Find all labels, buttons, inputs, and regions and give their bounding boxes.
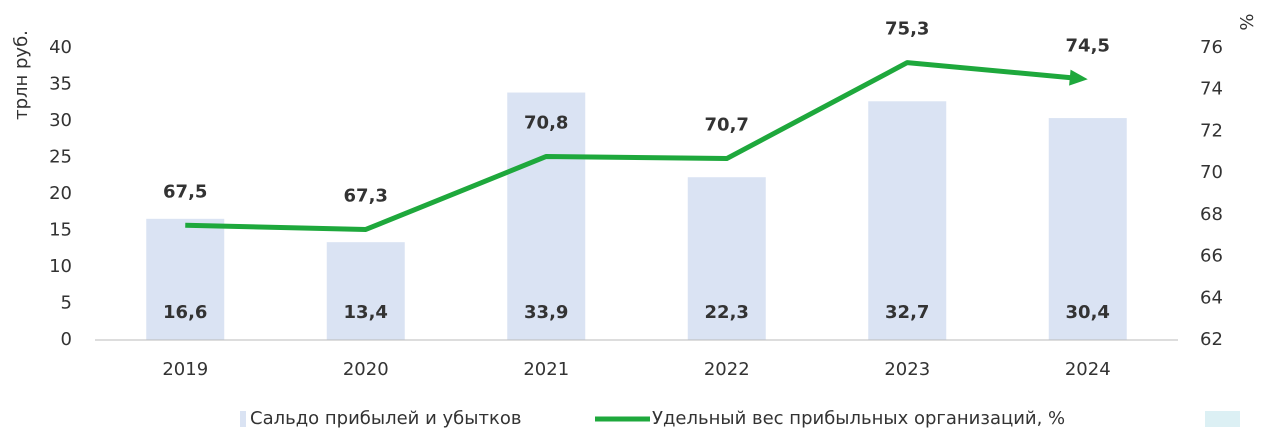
y-tick-label: 5 bbox=[61, 293, 72, 314]
line bbox=[185, 60, 1076, 232]
y-tick-label: 40 bbox=[49, 37, 72, 58]
bar bbox=[868, 101, 947, 340]
bar bbox=[507, 92, 586, 340]
bar bbox=[326, 242, 405, 340]
y2-tick-label: 76 bbox=[1200, 37, 1223, 58]
line-value-label: 75,3 bbox=[885, 19, 929, 40]
y2-tick-label: 62 bbox=[1200, 329, 1223, 350]
y2-tick-label: 74 bbox=[1200, 79, 1223, 100]
legend-label: Сальдо прибылей и убытков bbox=[250, 408, 521, 429]
line-value-label: 70,8 bbox=[524, 112, 568, 133]
bar-value-label: 13,4 bbox=[344, 302, 388, 323]
legend-decoration bbox=[1205, 411, 1240, 427]
bar bbox=[687, 177, 766, 340]
x-tick-label: 2019 bbox=[162, 359, 208, 380]
y2-axis-label: % bbox=[1237, 13, 1258, 30]
x-tick-label: 2022 bbox=[704, 359, 750, 380]
bar-value-label: 30,4 bbox=[1066, 302, 1110, 323]
y-tick-label: 30 bbox=[49, 110, 72, 131]
x-tick-label: 2021 bbox=[523, 359, 569, 380]
y2-tick-label: 70 bbox=[1200, 162, 1223, 183]
bar-value-label: 22,3 bbox=[705, 302, 749, 323]
bar bbox=[1048, 118, 1127, 340]
y-tick-label: 35 bbox=[49, 74, 72, 95]
y-tick-label: 15 bbox=[49, 220, 72, 241]
line-value-label: 70,7 bbox=[705, 115, 749, 136]
x-tick-label: 2020 bbox=[343, 359, 389, 380]
legend-label: Удельный вес прибыльных организаций, % bbox=[652, 408, 1065, 429]
y2-tick-label: 72 bbox=[1200, 120, 1223, 141]
y-axis-label: трлн руб. bbox=[11, 30, 32, 120]
line-value-label: 67,3 bbox=[344, 185, 388, 206]
bar-value-label: 33,9 bbox=[524, 302, 568, 323]
bar bbox=[146, 218, 225, 340]
x-tick-label: 2023 bbox=[884, 359, 930, 380]
y2-tick-label: 64 bbox=[1200, 287, 1223, 308]
y-tick-label: 25 bbox=[49, 147, 72, 168]
y-tick-label: 0 bbox=[61, 329, 72, 350]
y2-tick-label: 66 bbox=[1200, 246, 1223, 267]
y-tick-label: 10 bbox=[49, 256, 72, 277]
line-value-label: 67,5 bbox=[163, 181, 207, 202]
line-value-label: 74,5 bbox=[1066, 35, 1110, 56]
bar-value-label: 32,7 bbox=[885, 302, 929, 323]
x-tick-label: 2024 bbox=[1065, 359, 1111, 380]
y2-tick-label: 68 bbox=[1200, 204, 1223, 225]
line-arrowhead bbox=[1069, 69, 1088, 86]
y-tick-label: 20 bbox=[49, 183, 72, 204]
bar-value-label: 16,6 bbox=[163, 302, 207, 323]
legend-swatch bbox=[240, 411, 246, 427]
